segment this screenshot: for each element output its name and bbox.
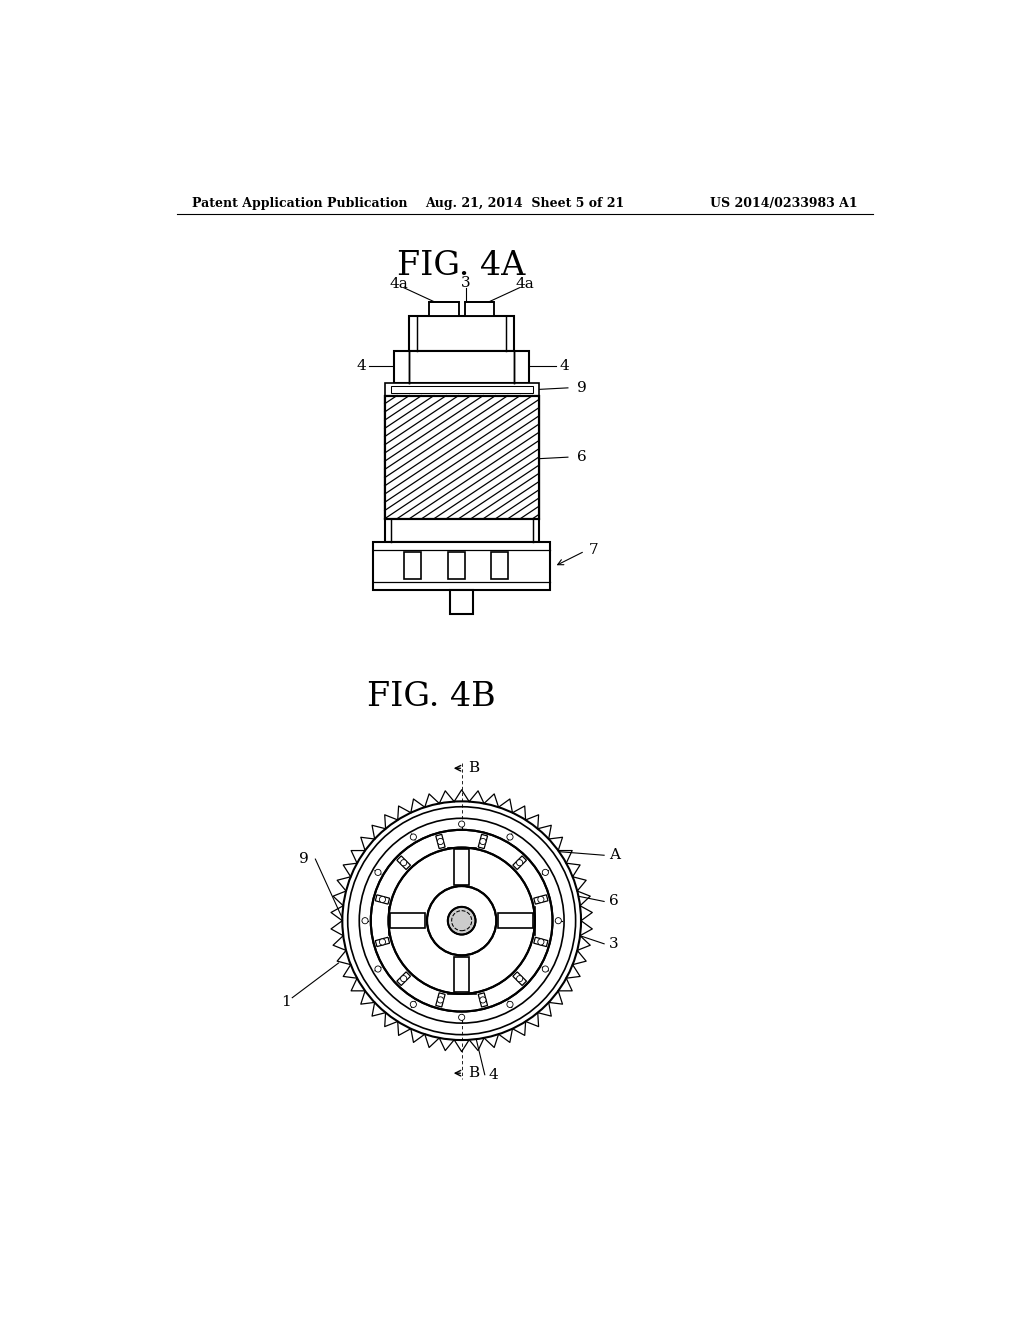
Circle shape	[480, 838, 486, 845]
Circle shape	[379, 896, 385, 903]
Circle shape	[516, 975, 522, 982]
Polygon shape	[454, 849, 469, 884]
Circle shape	[507, 1002, 513, 1007]
Bar	[410, 317, 514, 351]
Text: B: B	[468, 762, 479, 775]
Polygon shape	[513, 972, 526, 986]
Circle shape	[555, 917, 561, 924]
Polygon shape	[397, 972, 411, 986]
Circle shape	[388, 847, 535, 994]
Text: FIG. 4B: FIG. 4B	[367, 681, 496, 713]
Circle shape	[543, 966, 549, 972]
Polygon shape	[534, 937, 548, 946]
Circle shape	[411, 1002, 417, 1007]
Polygon shape	[534, 895, 548, 904]
Circle shape	[375, 966, 381, 972]
Text: B: B	[468, 1067, 479, 1080]
Polygon shape	[376, 937, 389, 946]
Bar	[385, 396, 539, 519]
Circle shape	[538, 939, 544, 945]
Bar	[465, 302, 494, 317]
Circle shape	[411, 834, 417, 840]
Bar	[391, 385, 532, 393]
Bar	[373, 543, 550, 590]
Polygon shape	[436, 993, 445, 1007]
Text: 4: 4	[560, 359, 569, 374]
Text: 4: 4	[356, 359, 367, 374]
Circle shape	[342, 801, 581, 1040]
Bar	[385, 383, 539, 396]
Circle shape	[371, 830, 553, 1011]
Bar	[447, 552, 465, 579]
Polygon shape	[498, 913, 534, 928]
Text: A: A	[608, 849, 620, 862]
Circle shape	[543, 870, 549, 875]
Circle shape	[447, 907, 475, 935]
Polygon shape	[390, 913, 425, 928]
Polygon shape	[478, 993, 487, 1007]
Text: 1: 1	[282, 994, 291, 1008]
Text: 4: 4	[488, 1068, 499, 1081]
Bar	[490, 552, 508, 579]
Bar	[385, 519, 539, 543]
Circle shape	[538, 896, 544, 903]
Polygon shape	[454, 957, 469, 993]
Circle shape	[437, 838, 443, 845]
Circle shape	[375, 870, 381, 875]
Circle shape	[427, 886, 497, 956]
Text: 3: 3	[608, 937, 618, 950]
Text: Patent Application Publication: Patent Application Publication	[193, 197, 408, 210]
Circle shape	[400, 859, 407, 866]
Text: 6: 6	[608, 895, 618, 908]
Text: US 2014/0233983 A1: US 2014/0233983 A1	[710, 197, 857, 210]
Bar	[429, 302, 459, 317]
Bar	[403, 552, 421, 579]
Polygon shape	[376, 895, 389, 904]
Circle shape	[327, 785, 596, 1056]
Circle shape	[516, 859, 522, 866]
Text: 7: 7	[589, 543, 598, 557]
Bar	[385, 396, 539, 519]
Text: 4a: 4a	[389, 277, 408, 290]
Circle shape	[379, 939, 385, 945]
Text: 6: 6	[578, 450, 587, 465]
Bar	[385, 396, 539, 519]
Polygon shape	[436, 834, 445, 849]
Circle shape	[459, 821, 465, 828]
Text: 9: 9	[578, 381, 587, 395]
Text: 9: 9	[299, 853, 309, 866]
Text: 8: 8	[529, 576, 539, 589]
Text: Aug. 21, 2014  Sheet 5 of 21: Aug. 21, 2014 Sheet 5 of 21	[425, 197, 625, 210]
Text: 3: 3	[461, 276, 470, 290]
Text: 4a: 4a	[515, 277, 535, 290]
Bar	[385, 396, 539, 519]
Circle shape	[480, 997, 486, 1003]
Bar	[451, 590, 473, 614]
Circle shape	[361, 917, 368, 924]
Circle shape	[437, 997, 443, 1003]
Polygon shape	[397, 855, 411, 870]
Text: FIG. 4A: FIG. 4A	[397, 251, 526, 282]
Circle shape	[459, 1014, 465, 1020]
Polygon shape	[478, 834, 487, 849]
Circle shape	[507, 834, 513, 840]
Circle shape	[400, 975, 407, 982]
Polygon shape	[513, 855, 526, 870]
Bar	[394, 351, 529, 383]
